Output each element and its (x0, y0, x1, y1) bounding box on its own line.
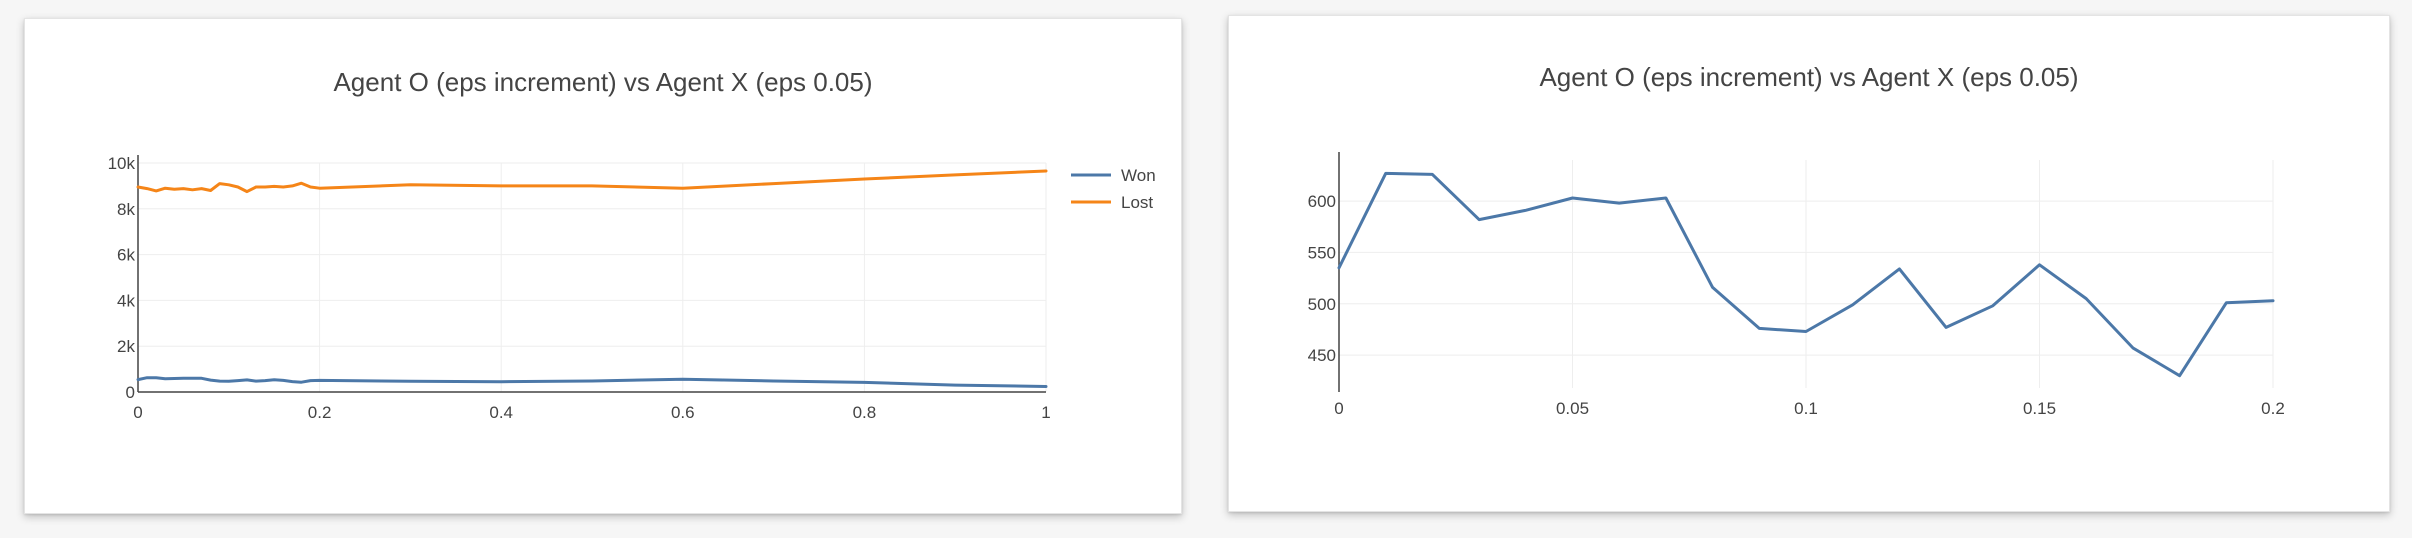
y-tick-label: 4k (117, 291, 135, 310)
legend-label: Won (1121, 166, 1156, 185)
y-tick-label: 450 (1308, 346, 1336, 365)
legend-item-lost[interactable]: Lost (1071, 193, 1153, 212)
x-tick-label: 0.6 (671, 403, 695, 422)
grid-lines (1339, 160, 2274, 388)
chart-card-right: Agent O (eps increment) vs Agent X (eps … (1228, 15, 2390, 512)
y-tick-label: 500 (1308, 295, 1336, 314)
x-tick-label: 0.15 (2023, 399, 2056, 418)
chart-title: Agent O (eps increment) vs Agent X (eps … (333, 67, 872, 97)
chart-title: Agent O (eps increment) vs Agent X (eps … (1539, 62, 2078, 92)
x-tick-label: 0.1 (1794, 399, 1818, 418)
x-tick-label: 1 (1041, 403, 1050, 422)
x-tick-label: 0 (133, 403, 142, 422)
axes: 0 0.2 0.4 0.6 0.8 1 0 2k 4k 6k 8k 10k (108, 154, 1051, 422)
legend-item-won[interactable]: Won (1071, 166, 1156, 185)
chart-left: Agent O (eps increment) vs Agent X (eps … (108, 67, 1156, 422)
y-tick-label: 2k (117, 337, 135, 356)
chart-right: Agent O (eps increment) vs Agent X (eps … (1308, 62, 2285, 418)
legend[interactable]: Won Lost (1071, 166, 1156, 212)
y-tick-label: 8k (117, 200, 135, 219)
y-tick-label: 0 (126, 383, 135, 402)
y-tick-label: 600 (1308, 192, 1336, 211)
series-line-won[interactable] (136, 376, 1048, 388)
y-tick-label: 6k (117, 246, 135, 265)
x-tick-label: 0.2 (308, 403, 332, 422)
x-tick-label: 0.2 (2261, 399, 2285, 418)
chart-card-left: Agent O (eps increment) vs Agent X (eps … (24, 18, 1182, 514)
x-tick-label: 0.4 (489, 403, 513, 422)
x-tick-label: 0 (1334, 399, 1343, 418)
x-tick-label: 0.05 (1556, 399, 1589, 418)
grid-lines (138, 162, 1047, 392)
legend-label: Lost (1121, 193, 1153, 212)
series-line-lost[interactable] (136, 169, 1048, 194)
axes: 0 0.05 0.1 0.15 0.2 450 500 550 600 (1308, 152, 2285, 418)
x-tick-label: 0.8 (853, 403, 877, 422)
series-line-0[interactable] (1337, 171, 2275, 378)
y-tick-label: 10k (108, 154, 136, 173)
series-lines (136, 169, 1048, 388)
y-tick-label: 550 (1308, 243, 1336, 262)
series-lines (1337, 171, 2275, 378)
